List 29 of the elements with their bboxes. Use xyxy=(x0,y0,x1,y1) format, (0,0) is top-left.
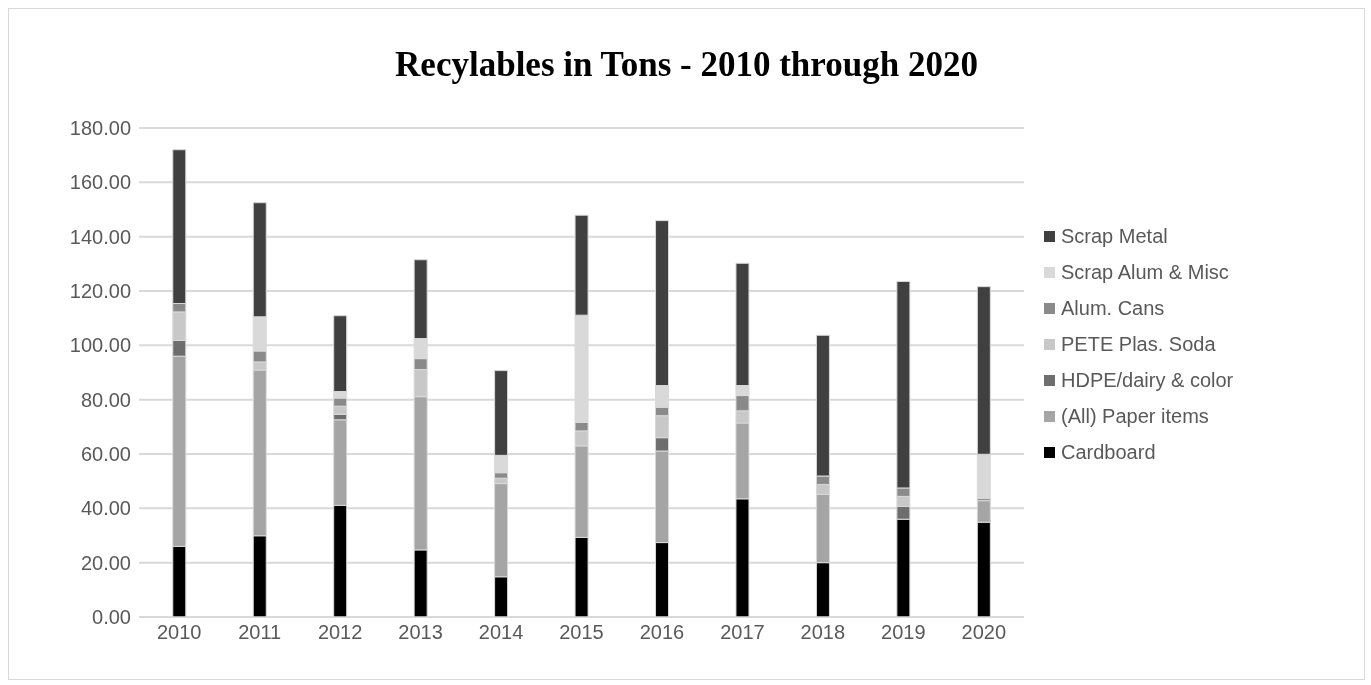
chart-title: Recylables in Tons - 2010 through 2020 xyxy=(394,45,979,85)
legend-label: Scrap Metal xyxy=(1061,224,1168,248)
y-tick-label: 140.00 xyxy=(69,225,131,248)
x-tick-label: 2019 xyxy=(881,621,926,644)
x-tick-label: 2018 xyxy=(800,621,846,644)
x-tick-label: 2014 xyxy=(478,621,524,644)
y-tick-label: 180.00 xyxy=(69,117,131,140)
x-tick-label: 2010 xyxy=(156,621,202,644)
x-tick-label: 2015 xyxy=(559,621,604,644)
x-tick-label: 2020 xyxy=(961,621,1007,644)
legend-label: (All) Paper items xyxy=(1061,404,1209,428)
y-tick-label: 60.00 xyxy=(80,443,131,466)
legend-label: Alum. Cans xyxy=(1061,296,1165,320)
x-tick-label: 2011 xyxy=(238,621,282,644)
y-tick-label: 160.00 xyxy=(69,171,131,194)
legend-label: Cardboard xyxy=(1061,440,1156,464)
legend-label: Scrap Alum & Misc xyxy=(1061,260,1229,284)
y-tick-label: 40.00 xyxy=(80,497,131,520)
x-tick-label: 2016 xyxy=(639,621,685,644)
x-tick-label: 2012 xyxy=(317,621,363,644)
legend-label: HDPE/dairy & color xyxy=(1061,368,1234,392)
y-tick-label: 0.00 xyxy=(92,606,131,629)
x-tick-label: 2017 xyxy=(720,621,765,644)
y-tick-label: 20.00 xyxy=(80,551,131,574)
y-tick-label: 100.00 xyxy=(69,334,131,357)
x-tick-label: 2013 xyxy=(398,621,443,644)
legend-label: PETE Plas. Soda xyxy=(1061,332,1216,356)
y-tick-label: 80.00 xyxy=(80,388,131,411)
y-tick-label: 120.00 xyxy=(69,280,131,303)
